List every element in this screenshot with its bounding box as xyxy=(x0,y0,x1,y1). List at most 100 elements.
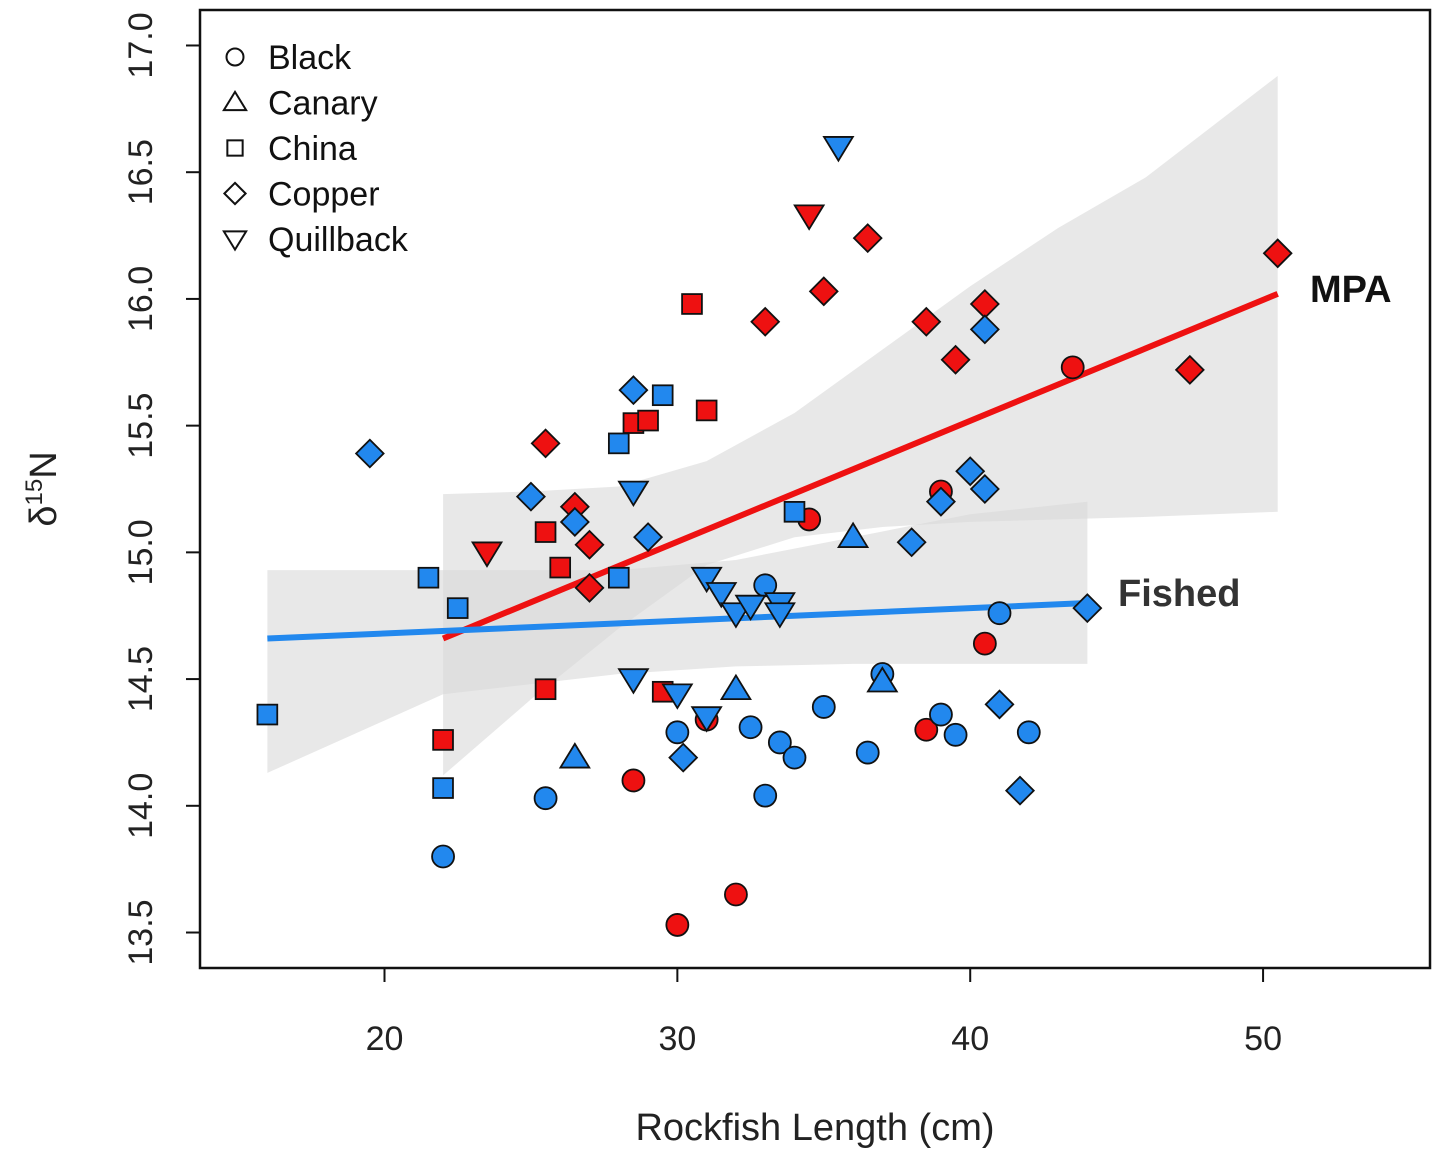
point-fished-triangle-39 xyxy=(837,521,870,548)
point-mpa-square-15 xyxy=(549,556,572,579)
point-mpa-square-13 xyxy=(534,521,557,543)
point-mpa-square-12 xyxy=(432,729,454,751)
point-mpa-diamond-8 xyxy=(940,344,971,375)
ci-ribbon-fished xyxy=(267,501,1088,773)
point-fished-circle-33 xyxy=(929,702,953,727)
triangle-legend-icon xyxy=(222,89,248,112)
point-fished-down-triangle-43 xyxy=(661,683,694,710)
legend-item-black: Black xyxy=(225,39,352,77)
point-mpa-square-14 xyxy=(534,678,557,701)
circle-legend-icon xyxy=(225,47,245,67)
point-fished-diamond-20 xyxy=(1004,775,1036,806)
point-mpa-down-triangle-30 xyxy=(470,541,504,568)
point-fished-circle-31 xyxy=(855,740,880,765)
legend: Black Canary China Copper Quillback xyxy=(222,39,409,259)
point-fished-circle-24 xyxy=(665,720,690,745)
series-label-fished: Fished xyxy=(1118,573,1240,615)
point-fished-square-4 xyxy=(607,432,630,455)
point-fished-circle-22 xyxy=(431,844,455,869)
point-mpa-diamond-11 xyxy=(1262,238,1293,269)
point-fished-circle-35 xyxy=(987,601,1012,626)
square-legend-icon xyxy=(226,139,244,157)
point-mpa-square-17 xyxy=(637,409,659,432)
point-fished-diamond-13 xyxy=(668,742,699,773)
point-mpa-circle-28 xyxy=(972,631,997,656)
point-fished-diamond-18 xyxy=(969,314,1000,345)
point-fished-diamond-19 xyxy=(984,689,1015,720)
point-fished-diamond-11 xyxy=(618,375,649,406)
y-tick-label: 15.0 xyxy=(122,519,160,585)
point-fished-circle-28 xyxy=(767,730,792,755)
x-tick-label: 20 xyxy=(366,1020,404,1058)
point-mpa-diamond-6 xyxy=(852,223,883,254)
point-mpa-diamond-7 xyxy=(911,306,942,337)
x-tick-label: 40 xyxy=(951,1020,989,1058)
legend-item-quillback: Quillback xyxy=(222,221,409,259)
point-fished-circle-29 xyxy=(782,745,807,770)
point-mpa-diamond-2 xyxy=(574,529,605,560)
point-mpa-square-20 xyxy=(695,399,718,422)
x-axis-title: Rockfish Length (cm) xyxy=(635,1107,994,1149)
point-fished-down-triangle-44 xyxy=(690,706,723,733)
y-axis: 13.5 14.0 14.5 15.0 15.5 16.0 16.5 17.0 xyxy=(122,12,200,966)
y-axis-title-superscript: 15 xyxy=(21,479,48,506)
point-fished-square-7 xyxy=(783,501,806,523)
series-labels: MPA Fished xyxy=(1118,269,1392,615)
point-mpa-square-19 xyxy=(681,293,703,315)
point-fished-square-1 xyxy=(417,566,440,589)
point-fished-square-2 xyxy=(432,777,454,799)
point-fished-square-5 xyxy=(607,566,630,589)
legend-label: Copper xyxy=(268,176,380,214)
y-axis-title-element: N xyxy=(23,451,65,478)
down-triangle-legend-icon xyxy=(222,230,248,252)
point-fished-diamond-15 xyxy=(925,486,956,517)
point-mpa-diamond-10 xyxy=(1174,354,1205,385)
fit-line-fished xyxy=(267,600,1088,642)
point-mpa-circle-21 xyxy=(621,768,646,793)
point-fished-diamond-17 xyxy=(969,473,1000,505)
legend-label: Quillback xyxy=(268,221,409,259)
point-fished-diamond-14 xyxy=(896,527,927,558)
point-fished-square-0 xyxy=(256,703,279,726)
point-mpa-circle-26 xyxy=(914,717,939,742)
point-mpa-diamond-5 xyxy=(808,276,839,307)
point-fished-down-triangle-45 xyxy=(690,566,723,594)
legend-item-copper: Copper xyxy=(222,176,380,214)
point-fished-circle-27 xyxy=(753,783,778,808)
confidence-ribbons xyxy=(267,75,1278,776)
y-tick-label: 15.5 xyxy=(122,393,160,459)
y-tick-label: 14.5 xyxy=(122,646,160,712)
point-fished-down-triangle-50 xyxy=(763,602,796,629)
y-tick-label: 16.5 xyxy=(122,139,160,205)
y-axis-title-delta: δ xyxy=(23,506,65,527)
x-tick-label: 50 xyxy=(1244,1020,1282,1058)
legend-label: Canary xyxy=(268,85,378,123)
point-mpa-diamond-3 xyxy=(574,572,605,603)
point-fished-diamond-8 xyxy=(354,438,385,469)
x-tick-label: 30 xyxy=(658,1020,696,1058)
point-mpa-circle-24 xyxy=(724,882,748,907)
point-fished-square-6 xyxy=(651,384,674,407)
diamond-legend-icon xyxy=(222,181,248,206)
point-mpa-diamond-4 xyxy=(750,306,781,337)
point-fished-diamond-12 xyxy=(633,522,664,553)
point-fished-down-triangle-41 xyxy=(617,668,650,695)
series-label-mpa: MPA xyxy=(1310,269,1392,311)
legend-item-canary: Canary xyxy=(222,85,378,123)
point-fished-diamond-10 xyxy=(559,506,590,537)
point-fished-down-triangle-51 xyxy=(822,136,855,163)
point-fished-down-triangle-42 xyxy=(617,480,650,508)
x-axis: 20 30 40 50 xyxy=(366,967,1282,1058)
point-fished-diamond-9 xyxy=(515,481,546,512)
y-tick-label: 14.0 xyxy=(122,773,160,839)
y-tick-label: 17.0 xyxy=(122,12,160,78)
point-fished-circle-36 xyxy=(1016,720,1041,745)
point-mpa-circle-22 xyxy=(665,913,690,937)
point-fished-down-triangle-48 xyxy=(734,594,767,622)
data-points xyxy=(256,136,1293,937)
point-fished-diamond-16 xyxy=(955,456,986,487)
legend-label: China xyxy=(268,130,357,168)
point-mpa-circle-29 xyxy=(1060,355,1085,380)
point-fished-circle-23 xyxy=(533,786,558,811)
